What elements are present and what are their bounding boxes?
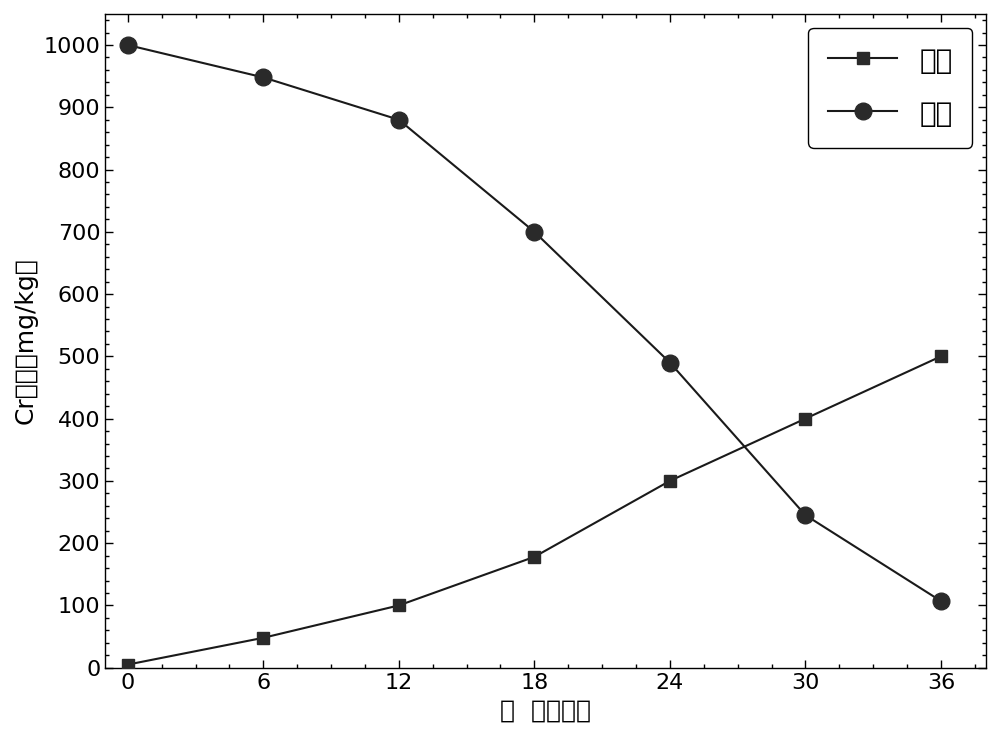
土壤 (799, 511, 811, 520)
土壤 (257, 73, 269, 82)
土壤 (935, 597, 947, 606)
沙柳 (799, 414, 811, 423)
沙柳 (664, 476, 676, 485)
土壤 (664, 358, 676, 367)
沙柳 (257, 634, 269, 643)
Line: 沙柳: 沙柳 (122, 350, 947, 670)
Line: 土壤: 土壤 (119, 37, 949, 609)
Y-axis label: Cr含量（mg/kg）: Cr含量（mg/kg） (14, 258, 38, 424)
土壤 (393, 116, 405, 124)
Legend: 沙柳, 土壤: 沙柳, 土壤 (808, 28, 972, 148)
沙柳 (122, 660, 134, 669)
土壤 (122, 40, 134, 49)
土壤 (528, 227, 540, 236)
沙柳 (935, 352, 947, 361)
沙柳 (393, 601, 405, 610)
X-axis label: 时  间（月）: 时 间（月） (500, 698, 591, 722)
沙柳 (528, 553, 540, 562)
